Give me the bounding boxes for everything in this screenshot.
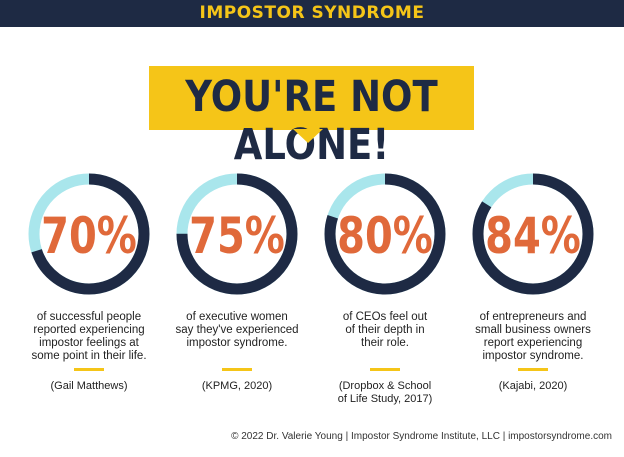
banner-pointer <box>293 129 323 143</box>
source-line: (Gail Matthews) <box>50 380 128 392</box>
percentage-label: 70% <box>41 207 137 265</box>
yellow-divider <box>370 368 400 371</box>
donut-chart <box>324 173 446 295</box>
stat-description: of entrepreneurs and small business owne… <box>459 311 607 363</box>
stat-description: of successful people reported experienci… <box>15 311 163 363</box>
donut-chart <box>28 173 150 295</box>
description-line: of their depth in <box>345 324 425 336</box>
stat-card: 70% of successful people reported experi… <box>15 172 163 402</box>
header-bar: IMPOSTOR SYNDROME <box>0 0 624 27</box>
header-title: IMPOSTOR SYNDROME <box>199 3 425 23</box>
stat-source: (Gail Matthews) <box>15 380 163 393</box>
source-line: of Life Study, 2017) <box>337 393 433 405</box>
source-line: (Kajabi, 2020) <box>498 380 568 392</box>
description-line: say they've experienced <box>175 324 299 336</box>
description-line: some point in their life. <box>31 350 147 362</box>
donut-chart <box>176 173 298 295</box>
donut-value-arc <box>324 173 446 295</box>
source-line: (KPMG, 2020) <box>201 380 273 392</box>
description-line: impostor syndrome. <box>186 337 288 349</box>
donut-value-arc <box>472 173 594 295</box>
copyright-footer: © 2022 Dr. Valerie Young | Impostor Synd… <box>231 431 612 442</box>
stat-card: 84% of entrepreneurs and small business … <box>459 172 607 402</box>
donut-chart <box>472 173 594 295</box>
percentage-label: 84% <box>485 207 581 265</box>
description-line: impostor syndrome. <box>482 350 584 362</box>
yellow-divider <box>222 368 252 371</box>
stat-source: (Dropbox & School of Life Study, 2017) <box>311 380 459 406</box>
stat-description: of executive women say they've experienc… <box>163 311 311 350</box>
description-line: impostor feelings at <box>39 337 139 349</box>
yellow-divider <box>518 368 548 371</box>
donut-value-arc <box>28 173 150 295</box>
stat-source: (Kajabi, 2020) <box>459 380 607 393</box>
description-line: reported experiencing <box>33 324 145 336</box>
headline-banner: YOU'RE NOT ALONE! <box>149 66 474 169</box>
stat-card: 80% of CEOs feel out of their depth in t… <box>311 172 459 405</box>
description-line: of CEOs feel out <box>342 311 428 323</box>
source-line: (Dropbox & School <box>338 380 432 392</box>
yellow-divider <box>74 368 104 371</box>
description-line: report experiencing <box>483 337 583 349</box>
headline-text: YOU'RE NOT ALONE! <box>185 72 438 170</box>
donut-value-arc <box>176 173 298 295</box>
description-line: small business owners <box>475 324 591 336</box>
stat-source: (KPMG, 2020) <box>163 380 311 393</box>
description-line: of entrepreneurs and <box>479 311 587 323</box>
description-line: of executive women <box>186 311 288 323</box>
description-line: of successful people <box>36 311 142 323</box>
description-line: their role. <box>361 337 409 349</box>
percentage-label: 75% <box>189 207 285 265</box>
stat-description: of CEOs feel out of their depth in their… <box>311 311 459 350</box>
percentage-label: 80% <box>337 207 433 265</box>
stat-card: 75% of executive women say they've exper… <box>163 172 311 402</box>
